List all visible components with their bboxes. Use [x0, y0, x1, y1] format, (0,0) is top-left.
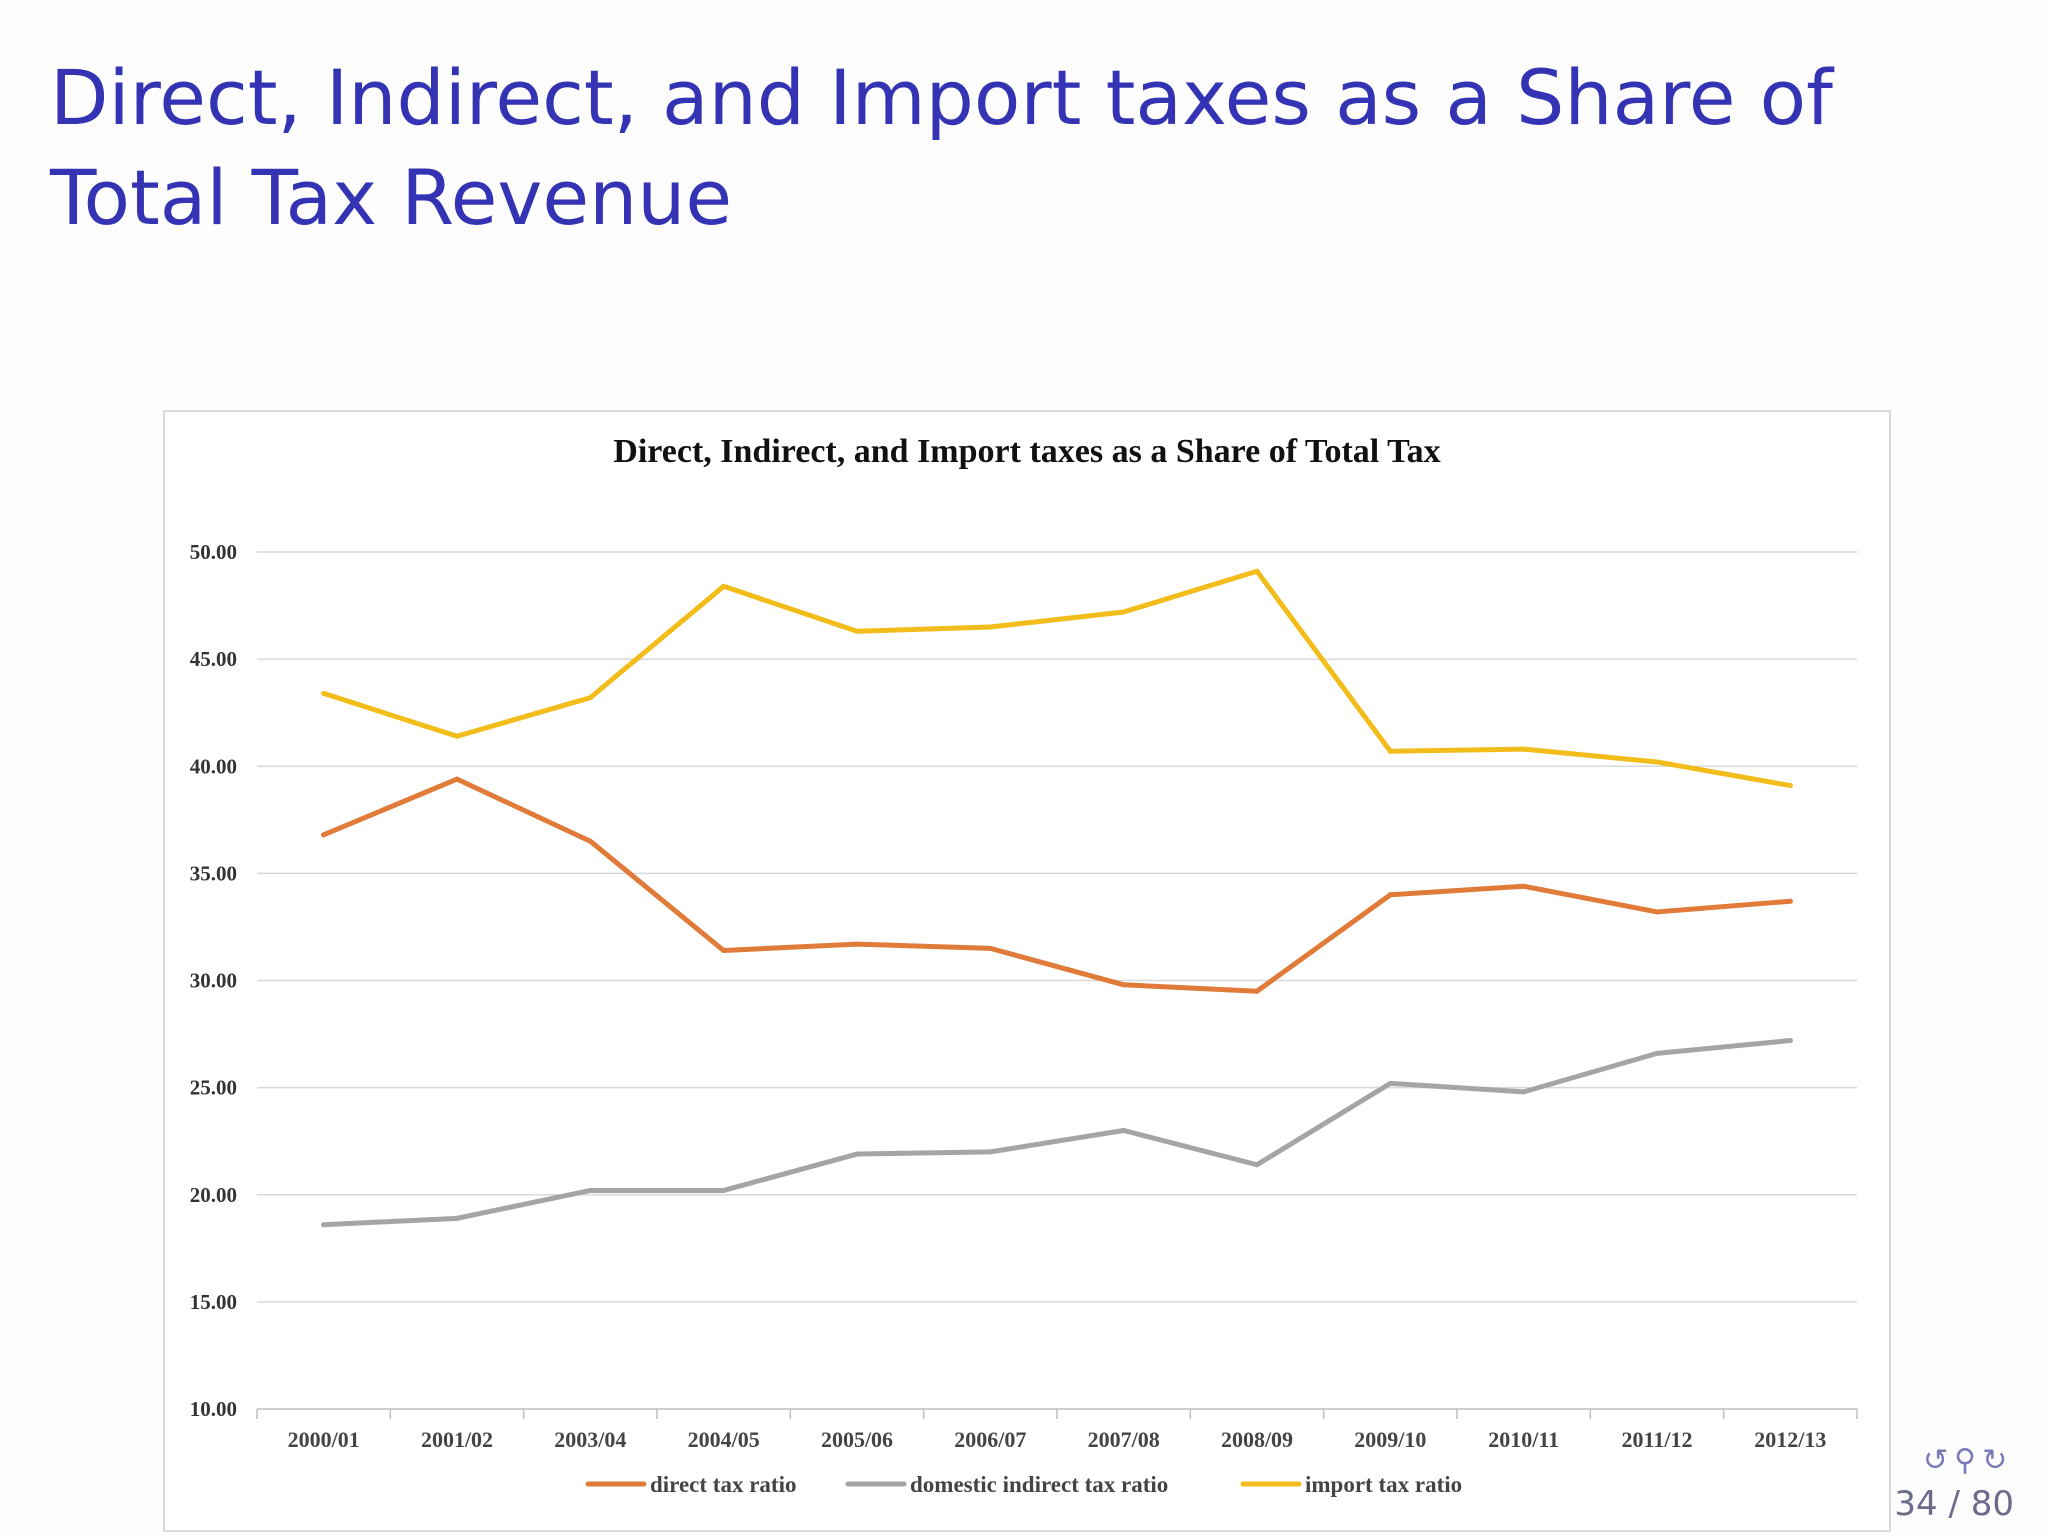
data-point [1521, 883, 1527, 889]
data-point [721, 1187, 727, 1193]
data-point [587, 695, 593, 701]
y-tick-label: 20.00 [190, 1183, 237, 1207]
search-icon[interactable]: ⚲ [1954, 1443, 1983, 1478]
data-point [587, 838, 593, 844]
data-point [321, 690, 327, 696]
x-tick-label: 2012/13 [1754, 1427, 1826, 1452]
data-point [854, 941, 860, 947]
x-tick-label: 2001/02 [421, 1427, 493, 1452]
data-point [1387, 892, 1393, 898]
x-tick-label: 2009/10 [1354, 1427, 1426, 1452]
data-point [1121, 1127, 1127, 1133]
undo-icon[interactable]: ↻ [1982, 1443, 2014, 1478]
slide-title: Direct, Indirect, and Import taxes as a … [50, 53, 1833, 242]
legend-label: import tax ratio [1305, 1472, 1462, 1497]
series-line-1 [321, 1037, 1793, 1228]
legend-label: direct tax ratio [650, 1472, 796, 1497]
y-tick-label: 25.00 [190, 1076, 237, 1100]
beamer-navigation[interactable]: ↺⚲↻ [1923, 1443, 2013, 1478]
data-point [1521, 746, 1527, 752]
line-chart: Direct, Indirect, and Import taxes as a … [190, 433, 1858, 1497]
data-point [1654, 909, 1660, 915]
y-tick-label: 40.00 [190, 754, 237, 778]
y-tick-label: 30.00 [190, 969, 237, 993]
legend-label: domestic indirect tax ratio [910, 1472, 1168, 1497]
x-tick-label: 2010/11 [1488, 1427, 1559, 1452]
data-point [1121, 609, 1127, 615]
series-line-2 [321, 568, 1793, 789]
data-point [1787, 783, 1793, 789]
x-tick-label: 2000/01 [288, 1427, 360, 1452]
data-point [1121, 982, 1127, 988]
x-tick-label: 2003/04 [554, 1427, 626, 1452]
x-tick-label: 2007/08 [1088, 1427, 1160, 1452]
data-point [1254, 1162, 1260, 1168]
x-tick-label: 2011/12 [1622, 1427, 1693, 1452]
chart-frame: Direct, Indirect, and Import taxes as a … [163, 410, 1891, 1532]
data-point [1787, 1037, 1793, 1043]
loop-icon[interactable]: ↺ [1923, 1443, 1955, 1478]
data-point [1387, 748, 1393, 754]
data-point [1254, 568, 1260, 574]
data-point [721, 948, 727, 954]
data-point [854, 628, 860, 634]
series-line-0 [321, 776, 1793, 994]
page-number: 34 / 80 [1894, 1484, 2014, 1524]
data-point [1254, 988, 1260, 994]
x-tick-label: 2004/05 [688, 1427, 760, 1452]
data-point [1654, 759, 1660, 765]
data-point [987, 1149, 993, 1155]
data-point [587, 1187, 593, 1193]
data-point [454, 733, 460, 739]
chart-title: Direct, Indirect, and Import taxes as a … [613, 433, 1440, 470]
x-tick-label: 2008/09 [1221, 1427, 1293, 1452]
data-point [987, 624, 993, 630]
data-point [321, 832, 327, 838]
data-point [1521, 1089, 1527, 1095]
y-tick-label: 35.00 [190, 861, 237, 885]
data-point [454, 776, 460, 782]
y-tick-label: 50.00 [190, 540, 237, 564]
data-point [721, 583, 727, 589]
data-point [1654, 1050, 1660, 1056]
data-point [854, 1151, 860, 1157]
x-tick-label: 2005/06 [821, 1427, 893, 1452]
data-point [321, 1222, 327, 1228]
data-point [454, 1215, 460, 1221]
y-tick-label: 10.00 [190, 1397, 237, 1421]
data-point [1387, 1080, 1393, 1086]
x-tick-label: 2006/07 [954, 1427, 1026, 1452]
y-tick-label: 45.00 [190, 647, 237, 671]
data-point [987, 945, 993, 951]
data-point [1787, 898, 1793, 904]
y-tick-label: 15.00 [190, 1290, 237, 1314]
